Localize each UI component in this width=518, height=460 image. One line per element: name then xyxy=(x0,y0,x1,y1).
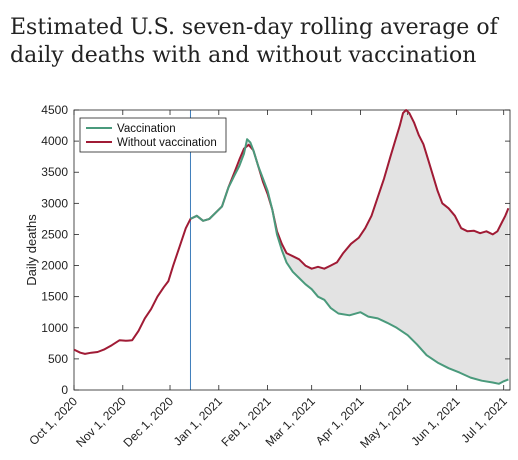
legend: Vaccination Without vaccination xyxy=(79,117,227,153)
chart-title: Estimated U.S. seven-day rolling average… xyxy=(10,15,498,68)
y-tick-label: 4500 xyxy=(41,103,68,117)
x-tick-label: Dec 1, 2020 xyxy=(120,394,176,450)
y-tick-label: 3500 xyxy=(41,165,68,179)
y-tick-label: 500 xyxy=(48,352,68,366)
x-tick-label: Jul 1, 2021 xyxy=(458,394,510,446)
y-tick-label: 1500 xyxy=(41,290,68,304)
y-tick-label: 0 xyxy=(61,383,68,397)
legend-item-without-vaccination-label: Without vaccination xyxy=(117,137,217,149)
x-tick-label: Jan 1, 2021 xyxy=(171,394,225,448)
y-tick-label: 3000 xyxy=(41,196,68,210)
y-tick-label: 2500 xyxy=(41,227,68,241)
legend-box xyxy=(79,117,227,153)
plot-frame xyxy=(73,109,511,391)
y-tick-label: 1000 xyxy=(41,321,68,335)
series-line-vaccination xyxy=(190,138,509,385)
legend-item-vaccination-label: Vaccination xyxy=(117,123,176,135)
y-tick-label: 4000 xyxy=(41,134,68,148)
y-axis-title: Daily deaths xyxy=(24,214,39,286)
x-tick-label: May 1, 2021 xyxy=(357,394,414,451)
series-layer xyxy=(73,109,510,385)
x-tick-label: Jun 1, 2021 xyxy=(408,394,462,448)
y-tick-label: 2000 xyxy=(41,259,68,273)
series-line-without-vaccination xyxy=(73,109,510,355)
